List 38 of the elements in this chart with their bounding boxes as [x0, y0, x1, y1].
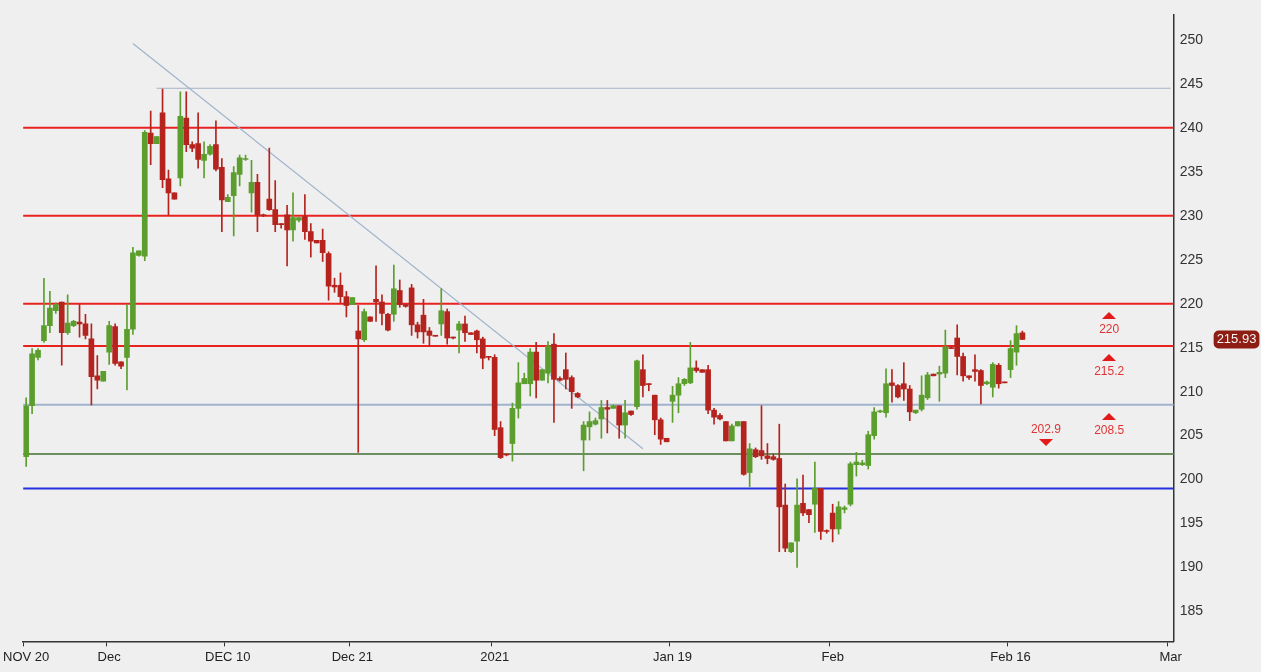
y-tick-label: 250: [1179, 30, 1204, 47]
y-tick-label: 215: [1179, 338, 1204, 355]
y-tick-label: 225: [1179, 250, 1204, 267]
y-tick-label: 220: [1179, 294, 1204, 311]
x-tick-label: Feb 16: [990, 648, 1031, 664]
y-tick-label: 210: [1179, 382, 1204, 399]
x-tick-label: Jan 19: [653, 648, 693, 664]
y-tick-label: 200: [1179, 470, 1204, 487]
x-tick-label: DEC 10: [205, 648, 251, 664]
annotation: 202.9: [1030, 421, 1061, 436]
candlestick: [604, 400, 611, 434]
x-tick-label: 2021: [480, 648, 510, 664]
y-tick-label: 205: [1179, 426, 1204, 443]
price-alert-tag: 202.9: [1020, 421, 1071, 446]
x-tick-label: Mar: [1159, 648, 1183, 664]
x-tick-label: Feb: [821, 648, 844, 664]
candlestick: [812, 461, 818, 533]
price-alert-tag: 220: [1084, 312, 1135, 337]
annotation: 220: [1099, 322, 1120, 337]
candlestick: [456, 320, 462, 354]
text: 215.93: [1216, 331, 1257, 347]
candlestick: [147, 110, 154, 166]
y-tick-label: 195: [1179, 514, 1204, 531]
y-tick-label: 245: [1179, 74, 1204, 91]
x-tick-label: NOV 20: [3, 648, 50, 664]
y-tick-label: 190: [1179, 558, 1204, 575]
y-tick-label: 240: [1179, 118, 1204, 135]
x-tick-label: Dec 21: [331, 648, 373, 664]
annotation: 208.5: [1094, 423, 1125, 438]
x-tick-label: Dec: [97, 648, 122, 664]
price-alert-tag: 208.5: [1084, 413, 1135, 438]
y-tick-label: 235: [1179, 162, 1204, 179]
y-tick-label: 185: [1179, 602, 1204, 619]
price-alert-tag: 215.2: [1084, 354, 1135, 379]
candlestick: [373, 265, 379, 322]
y-tick-label: 230: [1179, 206, 1204, 223]
annotation: 215.2: [1094, 364, 1125, 379]
candlestick: [355, 305, 362, 453]
